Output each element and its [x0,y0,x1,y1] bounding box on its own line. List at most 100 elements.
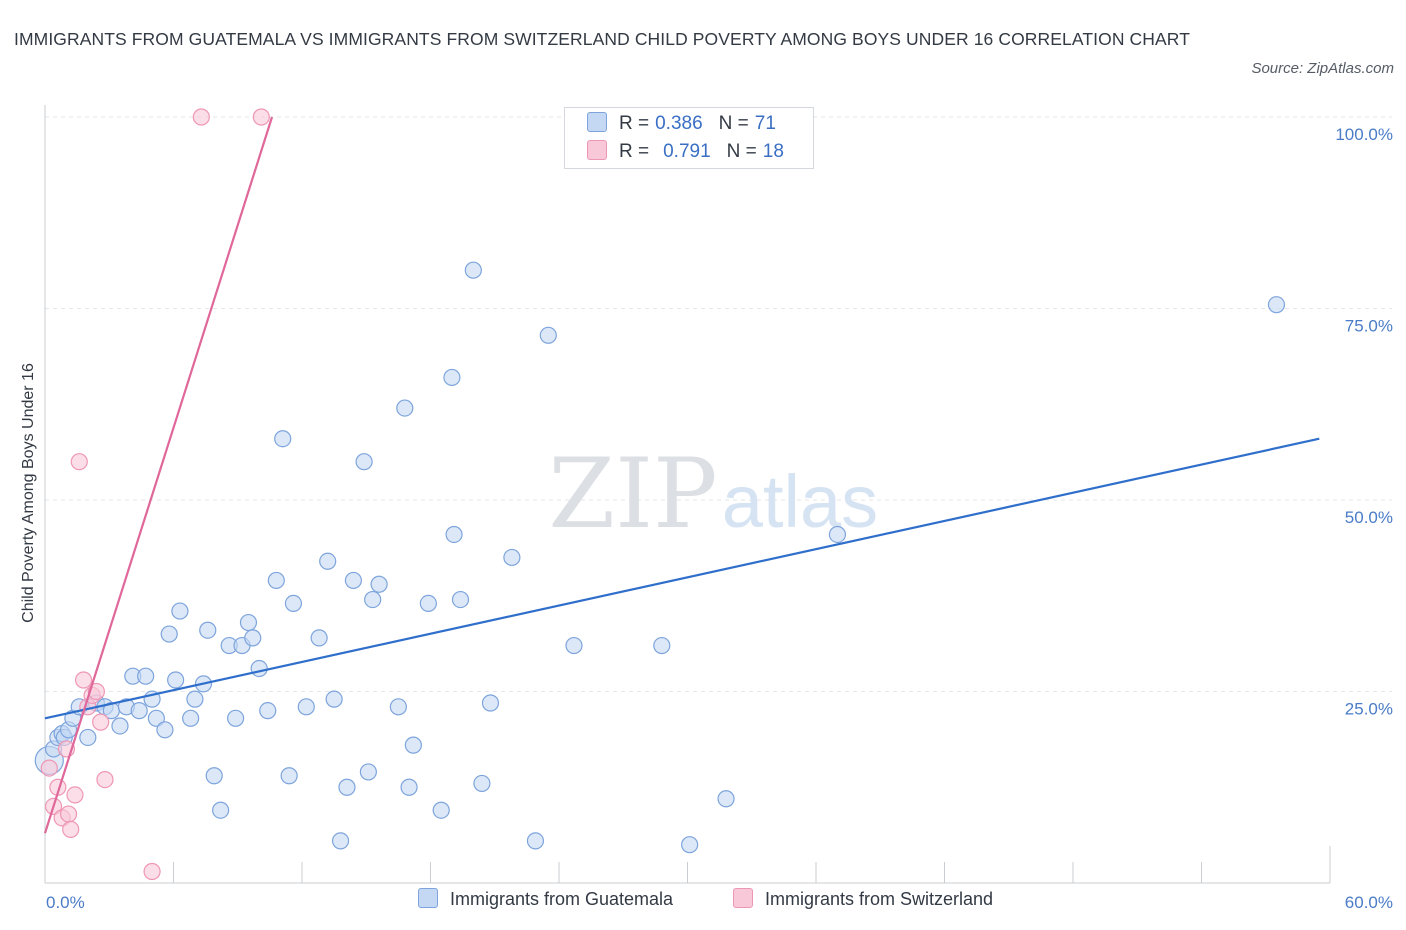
point-guatemala-36 [267,571,285,590]
point-guatemala-54 [404,736,422,754]
point-switzerland-16 [192,108,210,126]
point-guatemala-65 [539,326,557,344]
legend-n-label: N = [718,113,749,134]
point-guatemala-61 [473,774,491,793]
legend-row-switzerland: R = 0.791 N = 18 [587,140,784,166]
point-guatemala-48 [359,763,377,781]
legend-n-value: 18 [762,141,784,162]
point-guatemala-34 [250,659,268,678]
point-guatemala-63 [503,548,521,567]
y-tick-label-2: 75.0% [1345,317,1393,336]
point-guatemala-18 [147,709,165,727]
series-swatch-guatemala [418,888,438,908]
point-guatemala-27 [205,767,223,785]
legend-r-label: R = [619,113,650,134]
tick-labels: 25.0% 50.0% 75.0% 100.0% 0.0% 60.0% [46,125,1393,912]
point-guatemala-41 [310,629,328,647]
watermark: ZIP atlas [548,438,878,550]
grid-lines [45,116,1392,692]
point-switzerland-15 [143,862,161,881]
point-guatemala-42 [319,552,337,570]
point-guatemala-28 [212,801,230,819]
legend-swatch-switzerland [587,140,607,160]
point-guatemala-32 [239,613,258,632]
series-legend-guatemala: Immigrants from Guatemala [418,888,673,910]
point-guatemala-35 [259,702,277,720]
point-switzerland-5 [59,805,78,823]
point-guatemala-40 [297,698,315,716]
point-guatemala-20 [160,625,178,643]
point-guatemala-71 [1267,296,1286,314]
point-guatemala-33 [244,629,262,647]
legend-r-value: 0.791 [663,141,711,162]
point-guatemala-52 [396,399,414,417]
point-guatemala-38 [280,767,298,785]
trend-lines [43,116,1320,834]
point-guatemala-39 [284,594,303,613]
point-switzerland-8 [70,453,88,471]
point-guatemala-53 [400,778,418,796]
point-guatemala-26 [199,621,217,639]
point-guatemala-68 [681,836,699,854]
trend-line-guatemala [44,437,1320,720]
series-swatch-switzerland [733,888,753,908]
y-tick-label-3: 100.0% [1335,125,1393,144]
point-guatemala-59 [451,590,470,609]
point-guatemala-51 [389,698,407,716]
point-guatemala-55 [419,594,437,613]
point-guatemala-23 [182,709,200,727]
point-guatemala-70 [828,525,847,544]
point-switzerland-17 [252,108,270,126]
point-guatemala-67 [653,636,671,655]
point-guatemala-43 [325,690,343,708]
series-label-switzerland: Immigrants from Switzerland [765,889,994,909]
point-guatemala-45 [338,778,356,796]
point-guatemala-50 [370,575,388,593]
point-guatemala-44 [331,832,350,850]
series-legend: Immigrants from Guatemala Immigrants fro… [0,888,1406,916]
legend-n-value: 71 [754,113,776,134]
point-guatemala-62 [481,694,500,712]
point-guatemala-66 [565,636,583,655]
point-switzerland-14 [96,770,114,789]
point-guatemala-58 [445,525,463,544]
point-switzerland-9 [74,671,93,689]
x-tick-label-1: 60.0% [1345,893,1393,912]
stats-legend: R = 0.386 N = 71 R = 0.791 N = 18 [564,107,814,169]
point-guatemala-69 [717,790,735,808]
point-guatemala-37 [274,430,292,448]
watermark-zip: ZIP [548,438,717,550]
point-guatemala-64 [526,832,545,850]
point-guatemala-30 [227,709,245,727]
point-switzerland-0 [40,759,58,777]
point-guatemala-8 [79,728,97,747]
legend-r-value: 0.386 [655,113,703,134]
legend-swatch-guatemala [587,112,607,132]
point-guatemala-16 [137,667,155,685]
chart-title: IMMIGRANTS FROM GUATEMALA VS IMMIGRANTS … [14,29,1190,49]
legend-row-guatemala: R = 0.386 N = 71 [587,112,776,138]
series-legend-switzerland: Immigrants from Switzerland [733,888,993,910]
legend-n-label: N = [726,141,757,162]
point-guatemala-60 [464,261,482,279]
series-label-guatemala: Immigrants from Guatemala [450,889,674,909]
point-guatemala-12 [111,717,129,735]
point-guatemala-22 [171,602,189,620]
point-switzerland-12 [87,682,106,701]
point-switzerland-7 [66,786,84,804]
y-tick-label-0: 25.0% [1345,700,1393,719]
point-guatemala-24 [186,690,204,708]
trend-line-switzerland [43,116,274,834]
point-guatemala-49 [364,590,382,609]
point-guatemala-47 [355,453,373,471]
series-switzerland-points [40,108,270,881]
watermark-atlas: atlas [722,460,878,543]
point-switzerland-13 [92,713,110,731]
point-switzerland-6 [62,820,80,838]
y-axis-title: Child Poverty Among Boys Under 16 [20,363,37,623]
series-guatemala-points [34,261,1286,854]
point-guatemala-15 [130,702,148,720]
y-tick-label-1: 50.0% [1345,508,1393,527]
point-guatemala-56 [432,801,450,819]
